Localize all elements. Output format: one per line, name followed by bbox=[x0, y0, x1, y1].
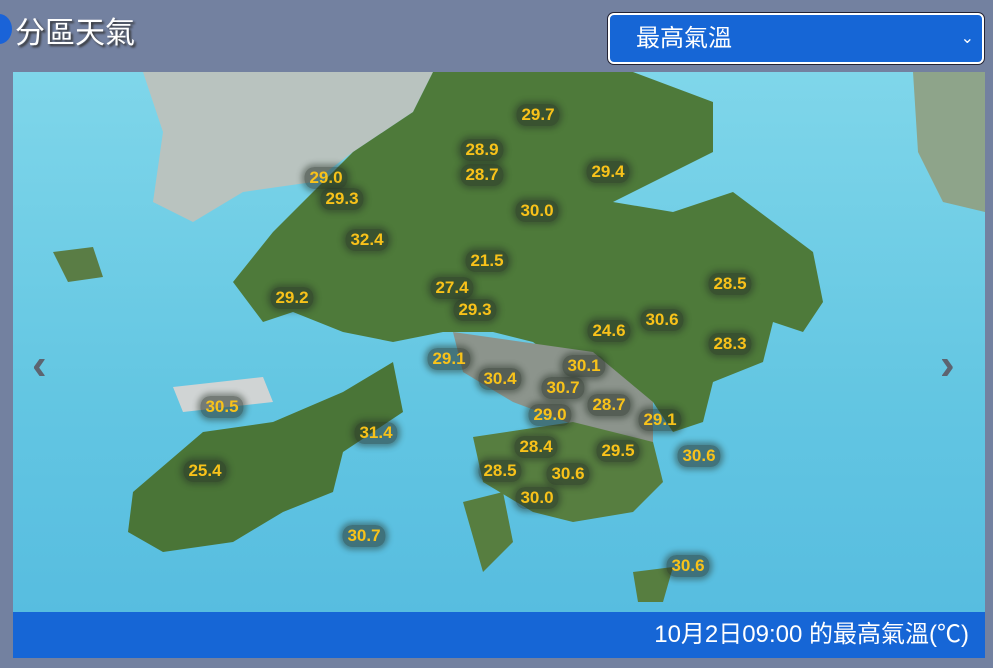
outlying-east bbox=[633, 567, 673, 602]
logo-icon bbox=[0, 14, 12, 44]
temperature-label: 28.5 bbox=[708, 273, 752, 295]
temperature-label: 31.4 bbox=[354, 422, 398, 444]
next-arrow-button[interactable]: › bbox=[940, 340, 955, 389]
temperature-label: 29.7 bbox=[516, 104, 560, 126]
temperature-label: 28.5 bbox=[478, 460, 522, 482]
temperature-label: 30.1 bbox=[562, 355, 606, 377]
weather-map: 29.7 28.9 28.7 29.4 29.0 29.3 30.0 32.4 21.5 28.5… bbox=[13, 72, 985, 612]
mainland-urban bbox=[143, 72, 433, 222]
lantau bbox=[128, 362, 403, 552]
lamma bbox=[463, 492, 513, 572]
temperature-label: 29.4 bbox=[586, 161, 630, 183]
temperature-label: 24.6 bbox=[587, 320, 631, 342]
chevron-down-icon: ⌄ bbox=[960, 30, 974, 47]
mainland-east bbox=[913, 72, 985, 212]
temperature-label: 29.1 bbox=[638, 409, 682, 431]
lantau-west-isle bbox=[53, 247, 103, 282]
temperature-label: 25.4 bbox=[183, 460, 227, 482]
temperature-label: 29.0 bbox=[304, 167, 348, 189]
temperature-label: 28.4 bbox=[514, 436, 558, 458]
temperature-label: 28.3 bbox=[708, 333, 752, 355]
temperature-label: 21.5 bbox=[465, 250, 509, 272]
temperature-label: 28.7 bbox=[587, 394, 631, 416]
element-select[interactable]: 最高氣溫 ⌄ bbox=[608, 13, 984, 64]
temperature-label: 30.0 bbox=[515, 487, 559, 509]
new-territories bbox=[233, 72, 823, 432]
temperature-label: 29.1 bbox=[427, 348, 471, 370]
temperature-label: 28.9 bbox=[460, 139, 504, 161]
temperature-label: 28.7 bbox=[460, 164, 504, 186]
select-value: 最高氣溫 bbox=[636, 25, 732, 52]
temperature-label: 29.0 bbox=[528, 404, 572, 426]
temperature-label: 29.2 bbox=[270, 287, 314, 309]
temperature-label: 30.6 bbox=[640, 309, 684, 331]
temperature-label: 30.0 bbox=[515, 200, 559, 222]
temperature-label: 30.6 bbox=[666, 555, 710, 577]
temperature-label: 30.6 bbox=[677, 445, 721, 467]
temperature-label: 27.4 bbox=[430, 277, 474, 299]
temperature-label: 30.7 bbox=[541, 377, 585, 399]
temperature-label: 30.6 bbox=[546, 463, 590, 485]
temperature-label: 32.4 bbox=[345, 229, 389, 251]
airport bbox=[173, 377, 273, 412]
temperature-label: 29.3 bbox=[320, 188, 364, 210]
temperature-label: 30.5 bbox=[200, 396, 244, 418]
temperature-label: 29.5 bbox=[596, 440, 640, 462]
temperature-label: 30.4 bbox=[478, 368, 522, 390]
prev-arrow-button[interactable]: ‹ bbox=[32, 340, 47, 389]
page-title: 分區天氣 bbox=[15, 17, 135, 50]
temperature-label: 29.3 bbox=[453, 299, 497, 321]
map-caption: 10月2日09:00 的最高氣溫(℃) bbox=[13, 612, 985, 658]
temperature-label: 30.7 bbox=[342, 525, 386, 547]
